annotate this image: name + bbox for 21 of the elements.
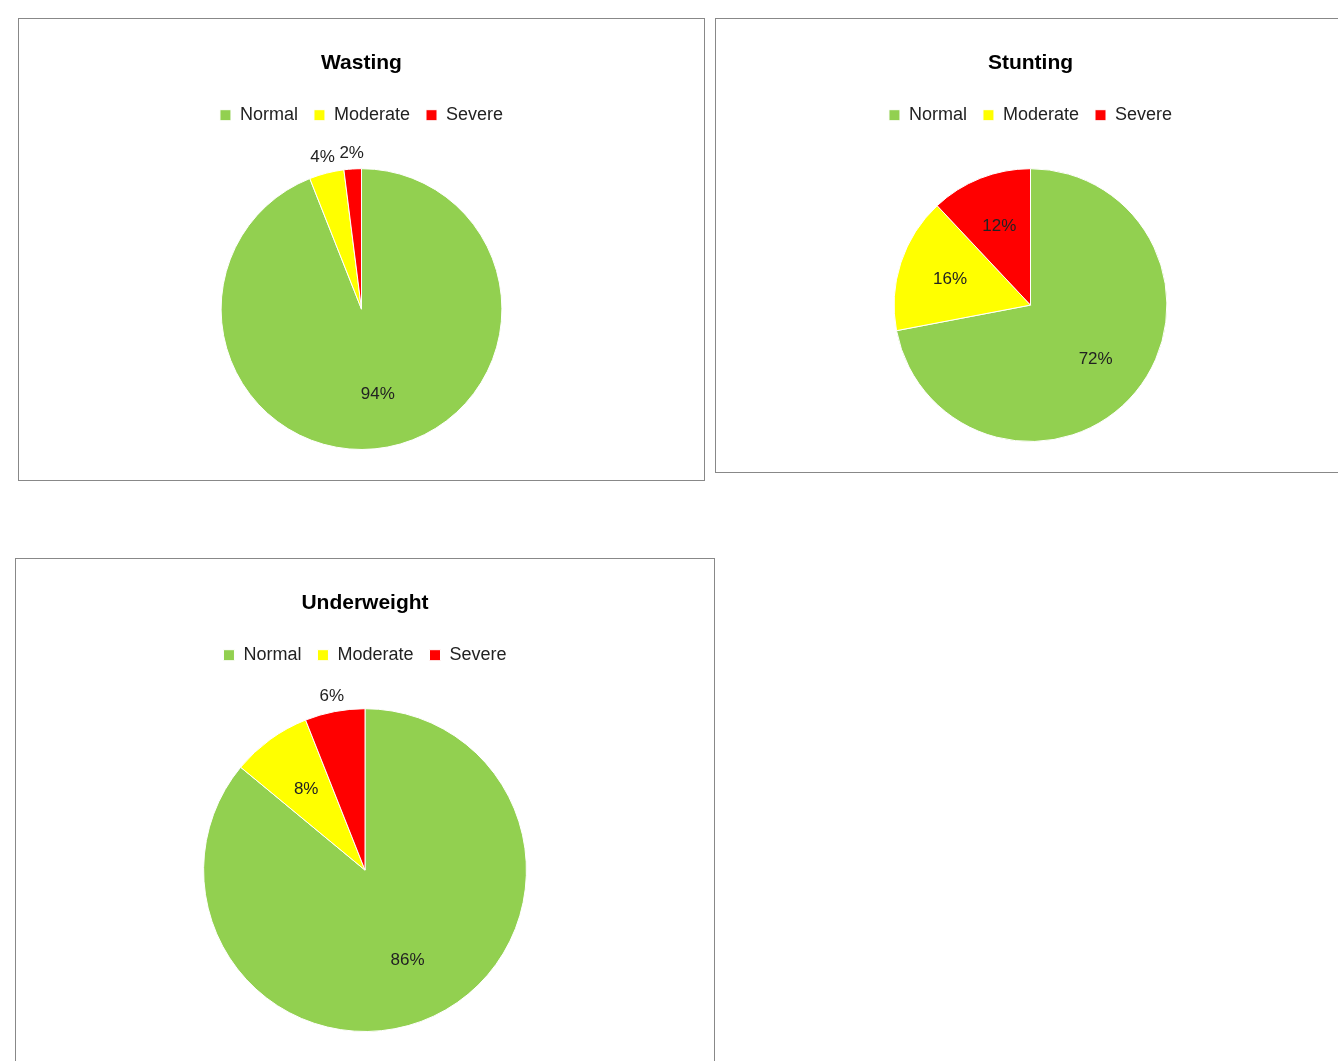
legend-label: Normal — [243, 644, 302, 665]
data-label: 4% — [310, 147, 335, 167]
chart-title: Stunting — [987, 50, 1074, 74]
chart-title: Wasting — [321, 50, 402, 74]
legend-label: Severe — [1115, 104, 1173, 125]
chart-title: Underweight — [301, 590, 429, 614]
legend-label: Normal — [908, 104, 967, 125]
legend-label: Normal — [239, 104, 298, 125]
data-label: 12% — [982, 216, 1017, 236]
legend-label: Severe — [449, 644, 507, 665]
legend-label: Moderate — [337, 644, 414, 665]
data-label: 8% — [293, 778, 319, 798]
data-label: 86% — [390, 950, 425, 970]
data-label: 16% — [933, 268, 968, 288]
legend-label: Moderate — [1002, 104, 1080, 125]
legend-label: Moderate — [333, 104, 411, 125]
data-label: 94% — [360, 384, 395, 404]
data-label: 72% — [1078, 348, 1113, 368]
legend-label: Severe — [446, 104, 504, 125]
data-label: 2% — [339, 142, 364, 162]
data-label: 6% — [319, 685, 345, 705]
